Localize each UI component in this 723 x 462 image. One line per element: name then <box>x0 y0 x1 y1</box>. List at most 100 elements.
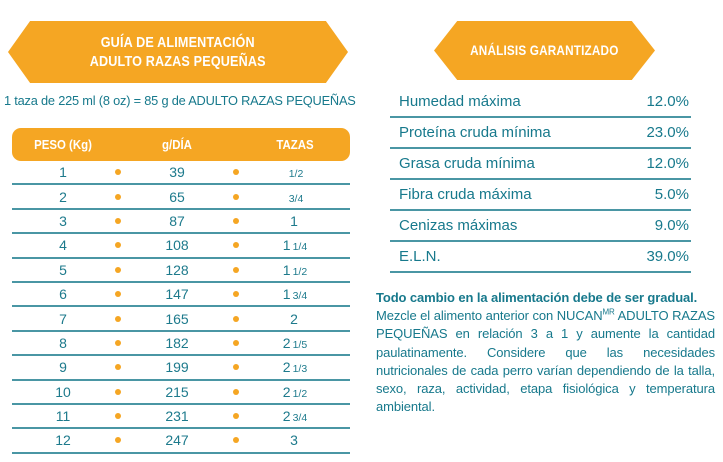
header-grams: g/DÍA <box>162 137 192 152</box>
cups-value: 2 1/5 <box>240 335 350 351</box>
cups-fraction: 1/2 <box>288 168 304 181</box>
bullet-dot <box>232 291 240 298</box>
cups-whole: 2 <box>282 383 291 400</box>
analysis-value: 9.0% <box>654 217 689 234</box>
peso-value: 12 <box>55 432 71 449</box>
peso-value: 8 <box>59 334 67 351</box>
dot-icon <box>233 339 239 346</box>
cups-value: 2 1/3 <box>240 359 350 375</box>
table-row: 5 128 1 1/2 <box>12 259 350 283</box>
cups-fraction: 1/2 <box>292 265 308 278</box>
analysis-label: Fibra cruda máxima <box>399 186 532 203</box>
dot-icon <box>115 388 121 395</box>
analysis-row: Grasa cruda mínima 12.0% <box>390 149 691 180</box>
dot-icon <box>115 169 121 176</box>
analysis-value: 39.0% <box>646 248 689 265</box>
bullet-dot <box>114 413 122 420</box>
bullet-dot <box>232 217 240 224</box>
bullet-dot <box>114 266 122 273</box>
bullet-dot <box>114 169 122 176</box>
analysis-row: E.L.N. 39.0% <box>390 242 691 273</box>
dot-icon <box>115 364 121 371</box>
dot-icon <box>115 437 121 444</box>
cups-value: 3 <box>240 432 350 448</box>
analysis-table: Humedad máxima 12.0% Proteína cruda míni… <box>390 87 691 273</box>
table-row: 11 231 2 3/4 <box>12 405 350 430</box>
analysis-row: Proteína cruda mínima 23.0% <box>390 118 691 149</box>
cups-value: 3/4 <box>240 189 350 205</box>
peso-value: 11 <box>55 408 71 425</box>
feeding-guide-banner: GUÍA DE ALIMENTACIÓN ADULTO RAZAS PEQUEÑ… <box>8 21 348 83</box>
analysis-row: Fibra cruda máxima 5.0% <box>390 180 691 211</box>
grams-value: 147 <box>165 286 189 303</box>
peso-value: 9 <box>59 359 67 376</box>
paragraph-part1: Mezcle el alimento anterior con NUCAN <box>376 308 603 324</box>
bullet-dot <box>232 364 240 371</box>
dot-icon <box>115 193 121 200</box>
bullet-dot <box>232 388 240 395</box>
dot-icon <box>233 193 239 200</box>
dot-icon <box>233 315 239 322</box>
analysis-label: Proteína cruda mínima <box>399 124 551 141</box>
table-row: 10 215 2 1/2 <box>12 381 350 405</box>
peso-value: 7 <box>59 310 67 327</box>
bullet-dot <box>232 242 240 249</box>
dot-icon <box>233 413 239 420</box>
paragraph-bold-lead: Todo cambio en la alimentación debe de s… <box>376 290 698 305</box>
cups-value: 1 3/4 <box>240 286 350 302</box>
dot-icon <box>233 169 239 176</box>
dot-icon <box>233 242 239 249</box>
cups-value: 1 1/2 <box>240 262 350 278</box>
dot-icon <box>115 291 121 298</box>
peso-value: 10 <box>55 383 71 400</box>
grams-value: 165 <box>165 310 189 327</box>
cups-fraction: 1/5 <box>292 338 308 351</box>
trademark-superscript: MR <box>602 307 615 317</box>
bullet-dot <box>232 315 240 322</box>
table-row: 12 247 3 <box>12 429 350 454</box>
table-row: 1 39 1/2 <box>12 161 350 186</box>
peso-value: 3 <box>59 212 67 229</box>
cups-whole: 1 <box>282 237 291 254</box>
cups-fraction: 1/4 <box>292 241 308 254</box>
peso-value: 5 <box>59 261 67 278</box>
analysis-value: 12.0% <box>646 93 689 110</box>
cups-value: 2 <box>240 311 350 327</box>
cup-equivalence-note: 1 taza de 225 ml (8 oz) = 85 g de ADULTO… <box>4 93 356 108</box>
bullet-dot <box>114 339 122 346</box>
bullet-dot <box>114 388 122 395</box>
header-peso: PESO (Kg) <box>34 137 92 152</box>
banner-line2: ADULTO RAZAS PEQUEÑAS <box>90 53 266 70</box>
dot-icon <box>233 437 239 444</box>
cups-whole: 2 <box>282 408 291 425</box>
dot-icon <box>233 217 239 224</box>
grams-value: 65 <box>169 188 185 205</box>
analysis-value: 5.0% <box>654 186 689 203</box>
cups-fraction: 3/4 <box>292 290 308 303</box>
analysis-label: Humedad máxima <box>399 93 521 110</box>
feeding-guide-banner-text: GUÍA DE ALIMENTACIÓN ADULTO RAZAS PEQUEÑ… <box>90 33 266 71</box>
guaranteed-analysis-banner-text: ANÁLISIS GARANTIZADO <box>470 42 619 58</box>
grams-value: 87 <box>169 212 185 229</box>
dot-icon <box>233 266 239 273</box>
bullet-dot <box>114 242 122 249</box>
bullet-dot <box>232 437 240 444</box>
bullet-dot <box>232 169 240 176</box>
bullet-dot <box>232 266 240 273</box>
cups-whole: 2 <box>290 310 298 327</box>
cups-whole: 2 <box>282 334 291 351</box>
analysis-row: Humedad máxima 12.0% <box>390 87 691 118</box>
analysis-label: Grasa cruda mínima <box>399 155 535 172</box>
dot-icon <box>115 413 121 420</box>
analysis-label: Cenizas máximas <box>399 217 518 234</box>
peso-value: 2 <box>59 188 67 205</box>
table-row: 6 147 1 3/4 <box>12 283 350 308</box>
bullet-dot <box>114 217 122 224</box>
grams-value: 108 <box>165 237 189 254</box>
cups-whole: 1 <box>282 286 291 303</box>
cups-fraction: 1/2 <box>292 387 308 400</box>
table-row: 7 165 2 <box>12 307 350 332</box>
cups-value: 2 3/4 <box>240 408 350 424</box>
table-row: 4 108 1 1/4 <box>12 234 350 259</box>
